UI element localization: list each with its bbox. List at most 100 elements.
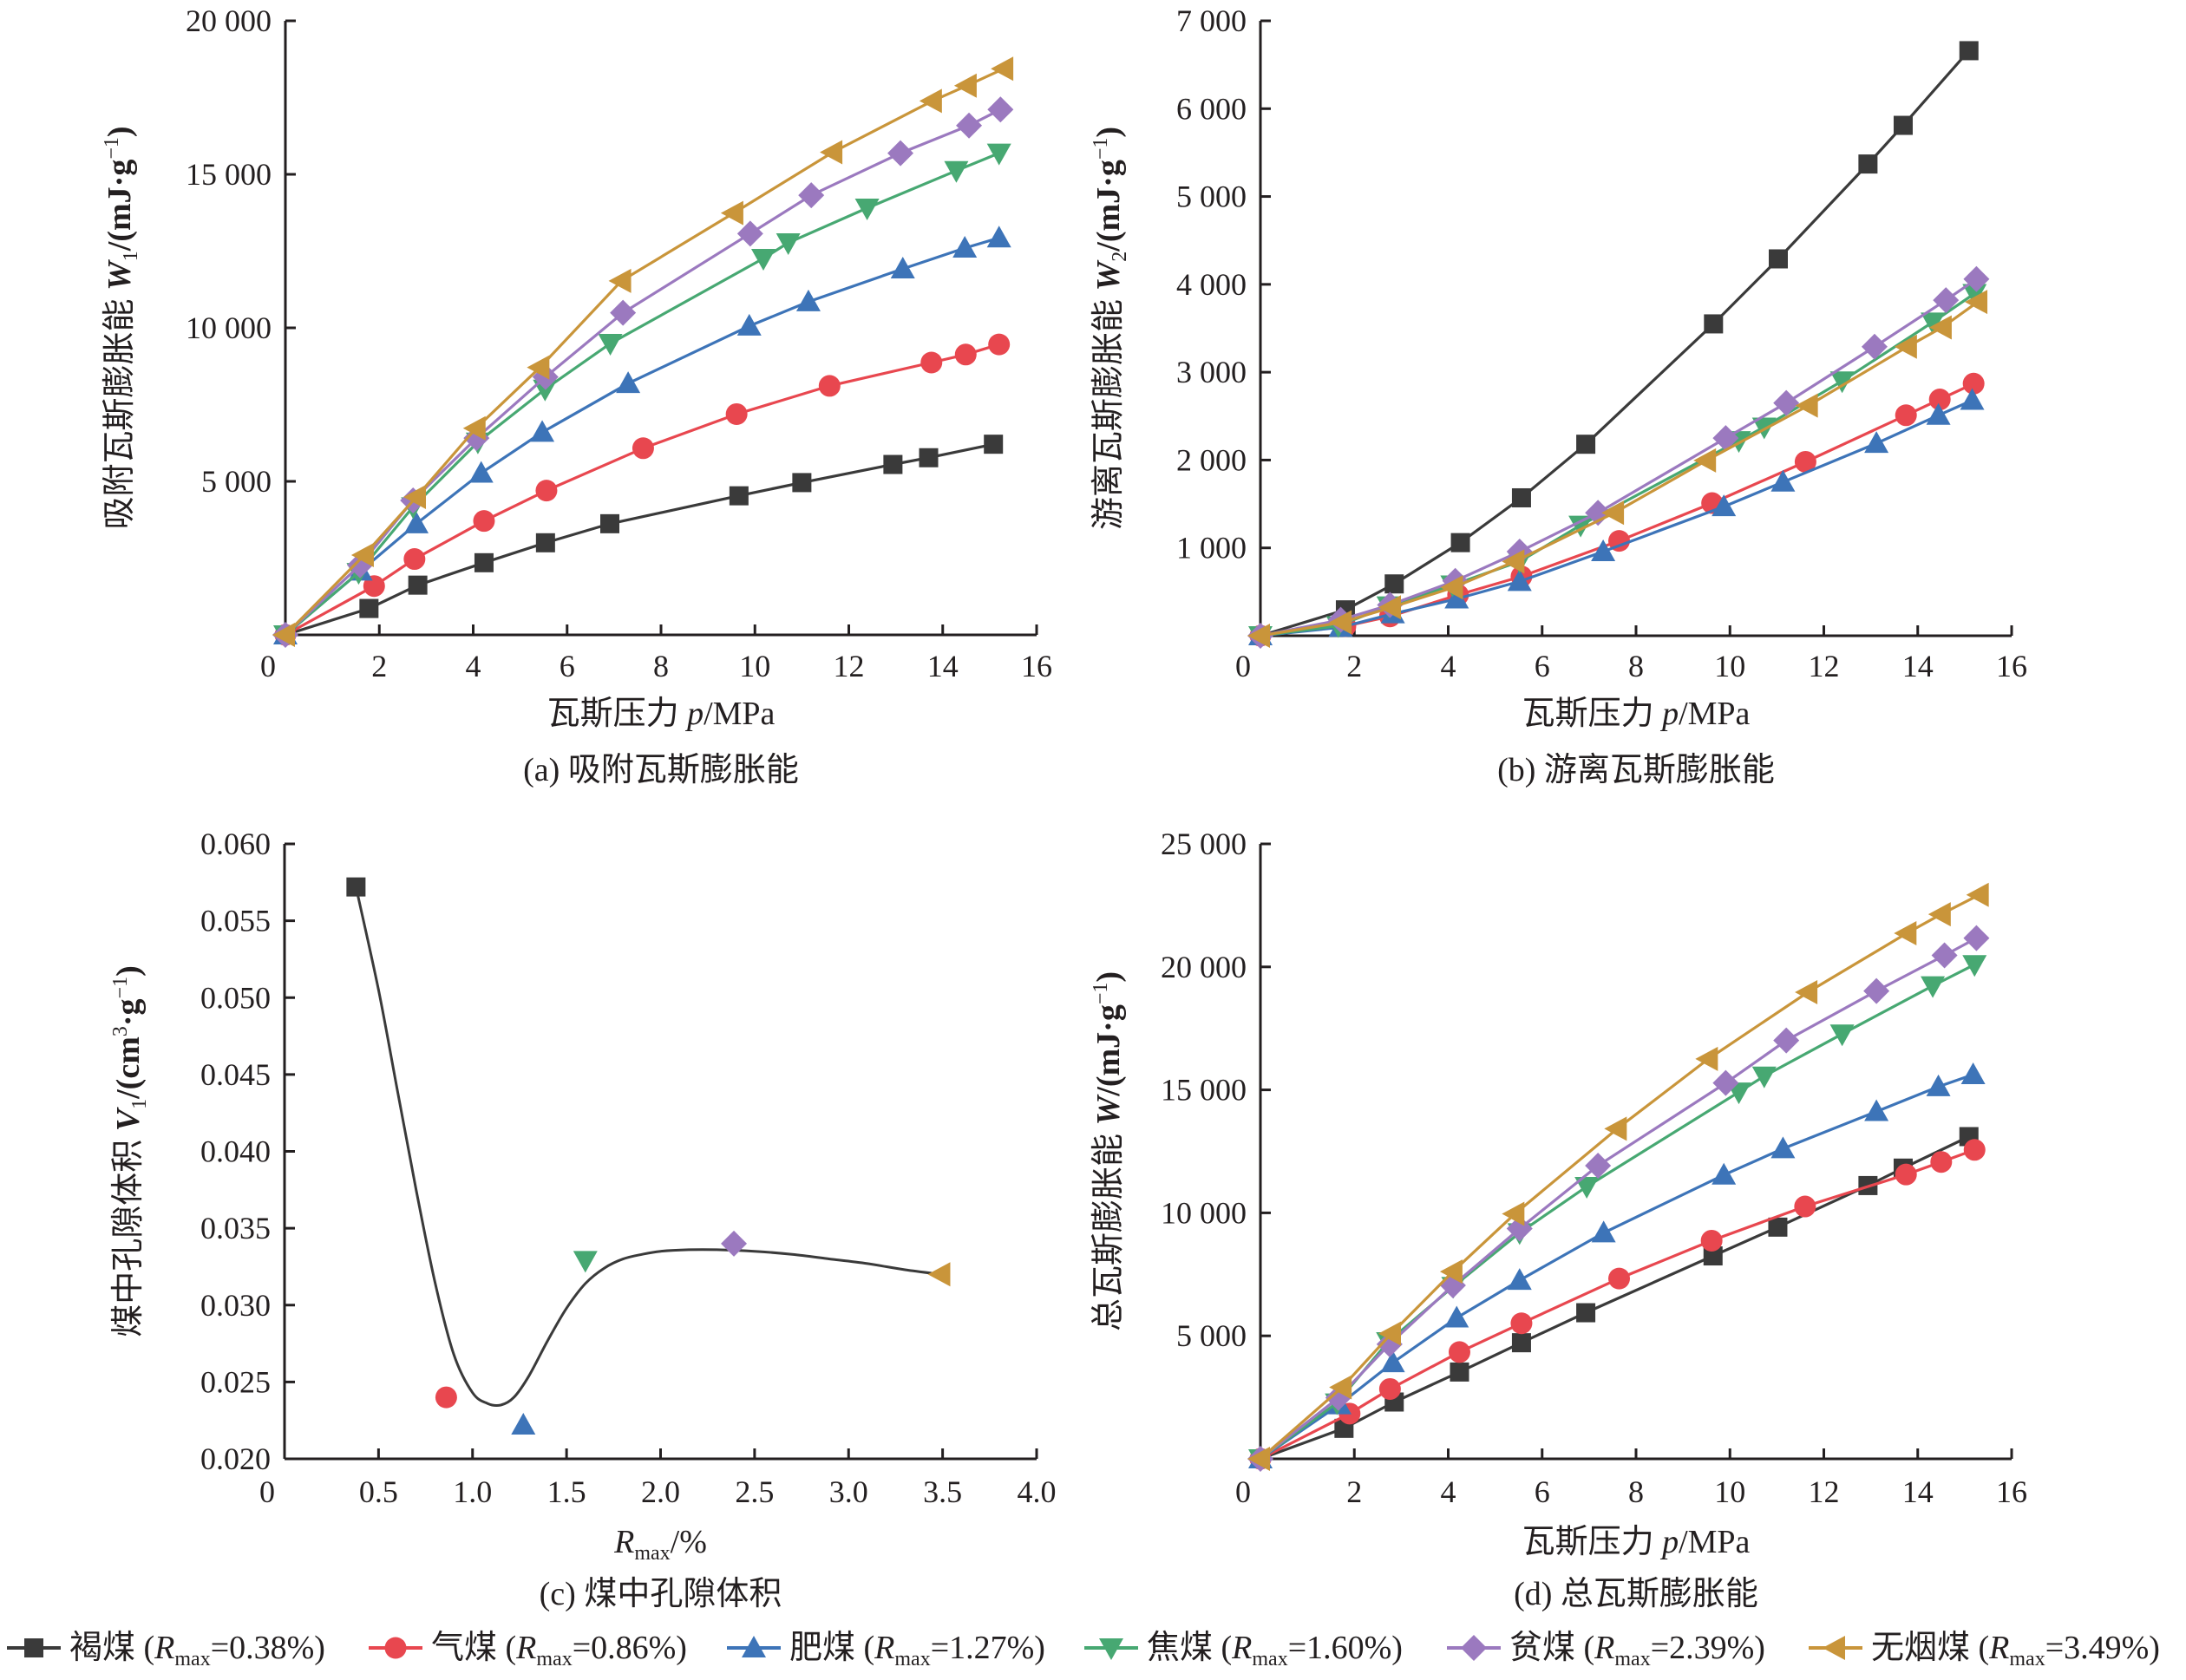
x-tick-label: 10 <box>1714 1474 1745 1509</box>
panel-d-total-gas-expansion-energy: 0 2 4 6 8 10 12 14 16 5 000 10 000 15 000 20 000 25 0… <box>1090 827 2027 1612</box>
y-tick-label: 7 000 <box>1176 3 1247 38</box>
x-tick-label: 0 <box>259 1474 275 1509</box>
data-point-gas-coal <box>1378 1377 1401 1400</box>
data-point-lignite <box>1959 41 1979 61</box>
series-line-coking-coal <box>284 152 1000 637</box>
x-tick-label: 4 <box>466 649 481 683</box>
y-tick-label: 0.025 <box>200 1364 271 1399</box>
data-point-anthracite <box>1965 290 1988 315</box>
data-point-lean-coal <box>1585 1152 1612 1179</box>
data-point-gas-coal <box>725 402 748 425</box>
series-line-gas-coal <box>1260 1148 1975 1461</box>
panel-a-adsorbed-gas-expansion-energy: 0 2 4 6 8 10 12 14 16 5 000 10 000 15 000 20 000 瓦斯压力… <box>101 3 1052 788</box>
x-tick-label: 6 <box>1535 649 1550 683</box>
data-point-anthracite <box>1894 334 1917 359</box>
data-point-lignite <box>408 575 428 595</box>
x-axis-title: Rmax/% <box>613 1524 707 1565</box>
x-axis-title: 瓦斯压力 p/MPa <box>1522 1524 1751 1560</box>
data-point-lean-coal <box>987 96 1014 123</box>
x-tick-label: 4 <box>1441 1474 1456 1509</box>
y-tick-label: 0.045 <box>200 1057 271 1092</box>
data-point-coking-coal <box>598 334 623 356</box>
data-point-coking-coal <box>533 379 558 402</box>
data-point-lean-coal <box>736 220 763 247</box>
series-anthracite <box>272 56 1014 647</box>
data-point-lignite <box>1858 154 1878 174</box>
data-point-lean-coal <box>1963 925 1990 951</box>
data-point-anthracite <box>820 140 843 165</box>
legend: 褐煤 (Rmax=0.38%) 气煤 (Rmax=0.86%) 肥煤 (Rmax=1… <box>7 1630 2160 1670</box>
data-point-gas-coal <box>403 548 426 571</box>
data-point-lignite <box>1768 1217 1788 1237</box>
data-point-gas-coal <box>1794 450 1816 473</box>
data-point-anthracite <box>1247 624 1270 648</box>
data-point-anthracite <box>1378 595 1402 620</box>
x-tick-label: 0 <box>1235 649 1251 683</box>
y-tick-label: 0.040 <box>200 1134 271 1169</box>
y-axis-title: 煤中孔隙体积 V1/(cm3·g−1) <box>109 965 151 1337</box>
data-point-fat-coal <box>530 420 555 442</box>
data-point-fat-coal <box>1380 1350 1405 1373</box>
data-point-anthracite <box>1795 393 1818 418</box>
data-point-anthracite <box>1927 902 1951 927</box>
data-point-fat-coal <box>795 289 821 311</box>
x-tick-label: 10 <box>739 649 770 683</box>
data-point-coking-coal <box>1962 284 1987 306</box>
data-point-gas-coal <box>535 480 558 502</box>
legend-label: 贫煤 (Rmax=2.39%) <box>1509 1630 1765 1670</box>
data-point-lignite <box>1384 574 1404 594</box>
data-point-fat-coal <box>1444 586 1469 609</box>
x-tick-label: 2 <box>371 649 387 683</box>
legend-marker-icon <box>742 1636 766 1657</box>
data-point-anthracite <box>1604 1116 1627 1141</box>
data-point-fat-coal <box>1507 1268 1532 1291</box>
series-anthracite <box>1247 882 1989 1471</box>
data-point-anthracite <box>1601 500 1625 526</box>
y-tick-label: 5 000 <box>1176 180 1247 214</box>
data-point-fat-coal <box>1960 1062 1986 1085</box>
data-point-lean-coal <box>1963 265 1990 292</box>
series-lean-coal <box>272 96 1014 648</box>
data-point-lignite <box>1511 1333 1531 1353</box>
x-tick-label: 8 <box>1628 649 1644 683</box>
data-point-anthracite <box>272 623 295 647</box>
data-point-coking-coal <box>1829 1024 1855 1047</box>
data-point-anthracite <box>927 1262 951 1287</box>
x-tick-label: 12 <box>1809 1474 1840 1509</box>
data-point-gas-coal <box>363 575 385 598</box>
data-point-anthracite <box>991 56 1014 82</box>
x-tick-label: 2 <box>1346 649 1362 683</box>
data-point-anthracite <box>1928 315 1952 340</box>
y-tick-label: 0.030 <box>200 1288 271 1323</box>
data-point-anthracite <box>1247 1447 1270 1471</box>
data-point-fat-coal <box>468 461 494 483</box>
data-point-gas-coal <box>1895 404 1917 427</box>
data-point-anthracite <box>1440 575 1463 600</box>
data-point-gas-coal <box>818 375 841 397</box>
data-point-lean-coal <box>798 182 825 209</box>
x-axis-title: 瓦斯压力 p/MPa <box>547 696 776 732</box>
y-tick-label: 1 000 <box>1176 531 1247 565</box>
data-point-coking-coal <box>776 232 801 255</box>
data-point-anthracite <box>1502 549 1525 574</box>
x-tick-label: 16 <box>1996 1474 2027 1509</box>
data-point-gas-coal <box>1794 1195 1816 1218</box>
data-point-lignite <box>1893 115 1913 135</box>
x-tick-label: 1.0 <box>453 1474 492 1509</box>
data-point-gas-coal <box>1928 389 1951 411</box>
y-tick-label: 15 000 <box>1161 1073 1247 1108</box>
y-tick-label: 0.060 <box>200 827 271 861</box>
data-point-lean-coal <box>610 299 637 326</box>
data-point-fat-coal <box>736 313 762 336</box>
data-point-coking-coal <box>1829 371 1855 394</box>
y-tick-label: 0.020 <box>200 1441 271 1476</box>
data-point-lignite <box>346 877 366 897</box>
data-point-lean-coal <box>1585 500 1612 526</box>
data-point-lignite <box>919 448 939 467</box>
data-point-fat-coal <box>511 1413 536 1435</box>
data-point-lean-coal <box>1773 1027 1800 1054</box>
data-point-fat-coal <box>1507 569 1532 592</box>
x-tick-label: 4 <box>1441 649 1456 683</box>
legend-label: 气煤 (Rmax=0.86%) <box>431 1630 687 1670</box>
legend-label: 焦煤 (Rmax=1.60%) <box>1147 1630 1403 1670</box>
